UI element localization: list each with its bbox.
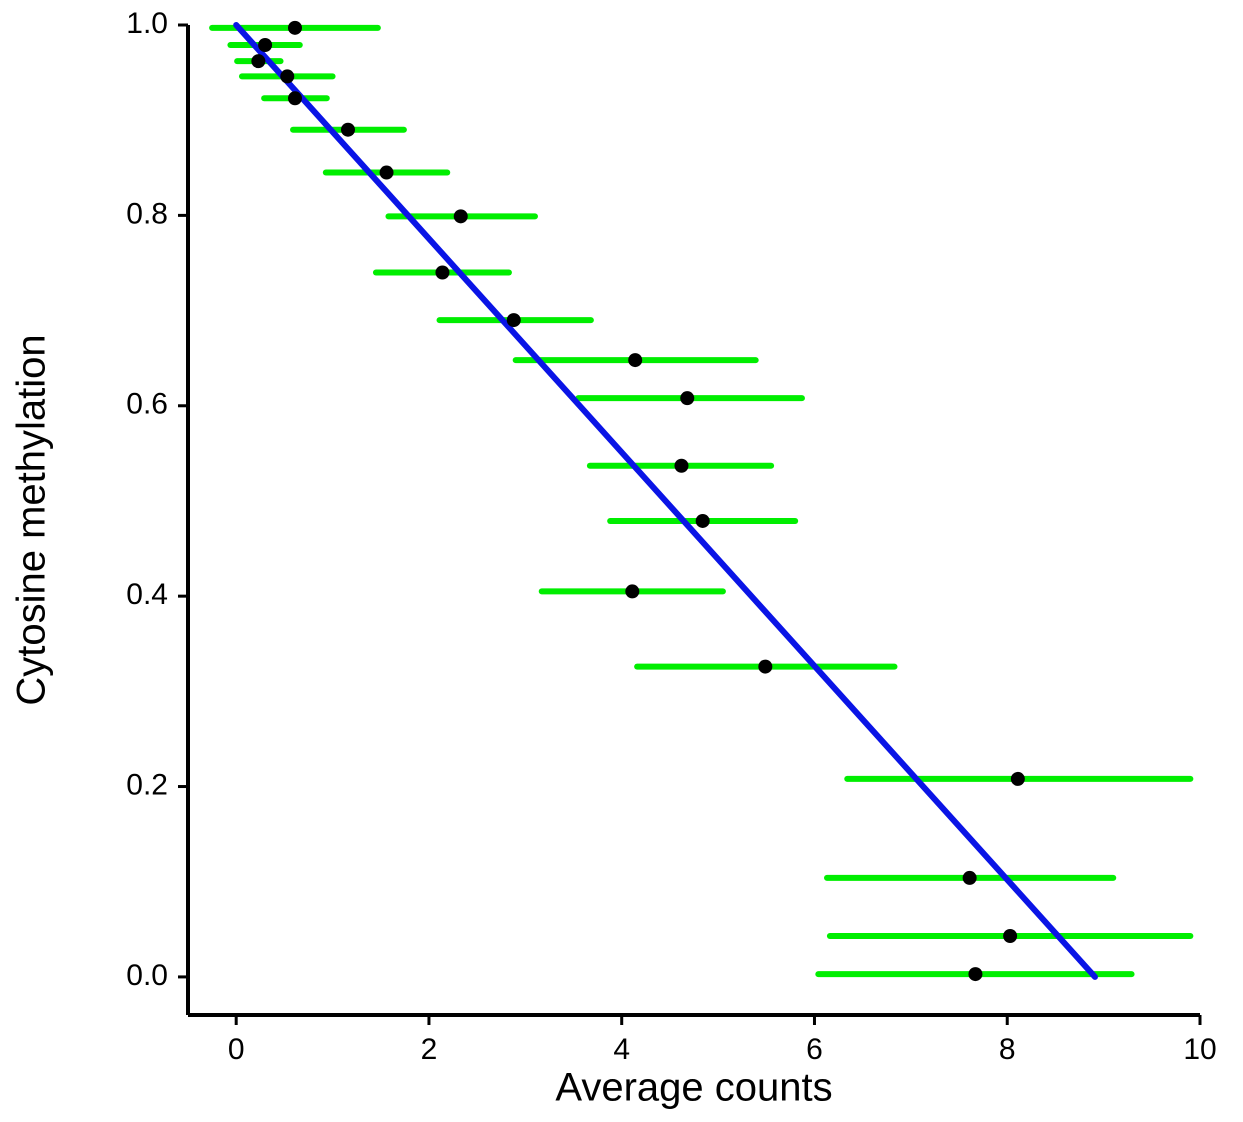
point	[674, 458, 689, 473]
x-tick-label: 4	[613, 1033, 630, 1066]
y-tick-label: 0.4	[126, 578, 168, 611]
y-tick-label: 1.0	[126, 7, 168, 40]
point	[625, 584, 640, 599]
point	[379, 165, 394, 180]
x-tick-label: 6	[806, 1033, 823, 1066]
point	[280, 69, 295, 84]
point	[287, 20, 302, 35]
point	[758, 659, 773, 674]
x-tick-label: 10	[1183, 1033, 1216, 1066]
point	[695, 513, 710, 528]
point	[962, 870, 977, 885]
point	[506, 313, 521, 328]
y-axis-title: Cytosine methylation	[10, 334, 54, 705]
point	[628, 353, 643, 368]
fit-line	[233, 22, 1098, 980]
point	[680, 391, 695, 406]
point	[453, 209, 468, 224]
point	[340, 122, 355, 137]
point	[435, 265, 450, 280]
x-tick-label: 2	[421, 1033, 438, 1066]
point	[251, 54, 266, 69]
y-tick-label: 0.2	[126, 768, 168, 801]
y-tick-label: 0.8	[126, 197, 168, 230]
y-tick-label: 0.6	[126, 388, 168, 421]
point	[1010, 771, 1025, 786]
point	[968, 967, 983, 982]
y-tick-label: 0.0	[126, 959, 168, 992]
point	[1003, 928, 1018, 943]
x-tick-label: 0	[228, 1033, 245, 1066]
x-tick-label: 8	[999, 1033, 1016, 1066]
point	[287, 91, 302, 106]
point	[258, 37, 273, 52]
x-axis-title: Average counts	[555, 1066, 832, 1110]
